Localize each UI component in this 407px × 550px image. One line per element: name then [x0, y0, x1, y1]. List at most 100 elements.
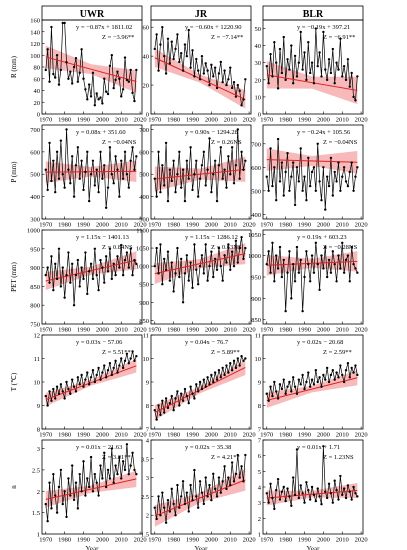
data-point [120, 159, 123, 163]
data-point [278, 498, 282, 501]
data-point [84, 494, 87, 497]
x-tick-label: 2020 [243, 537, 256, 544]
data-point [269, 385, 272, 388]
data-point [312, 82, 316, 85]
data-point [242, 257, 245, 261]
data-point [48, 281, 51, 284]
data-point [242, 359, 245, 363]
y-tick-label: 60 [143, 25, 150, 32]
data-point [95, 168, 98, 171]
data-point [316, 262, 319, 266]
data-point [108, 477, 112, 480]
data-point [305, 78, 308, 82]
x-tick-label: 1970 [39, 327, 52, 334]
data-point [316, 142, 319, 145]
y-tick-label: 10 [255, 356, 262, 363]
data-point [291, 376, 295, 379]
trend-line [45, 259, 137, 282]
x-tick-label: 2020 [243, 222, 256, 229]
data-point [52, 72, 55, 76]
y-tick-label: 8 [146, 403, 149, 410]
panel-blr-row-4: 1 2 3 4 5 6 7 1970 1980 1990 2000 2010 2020 y = 0.01x… [258, 438, 368, 550]
y-tick-label: 20 [143, 83, 150, 90]
data-point [103, 364, 106, 367]
data-point [337, 161, 340, 164]
data-point [159, 243, 162, 246]
data-point [133, 359, 136, 363]
data-point [46, 404, 49, 407]
data-point [61, 390, 64, 393]
data-point [204, 385, 207, 388]
data-point [48, 80, 51, 83]
data-point [198, 264, 202, 268]
data-point [106, 186, 110, 189]
y-tick-label: 2 [146, 513, 149, 520]
data-point [174, 397, 177, 400]
data-point [181, 69, 185, 72]
x-tick-label: 1970 [148, 117, 161, 124]
data-point [69, 181, 72, 185]
data-point [121, 273, 125, 277]
data-point [275, 488, 278, 492]
data-point [163, 506, 166, 509]
z-stat-label: Z = 0.84NS [102, 244, 133, 251]
panel-uwr-row-3: 8 9 10 11 12 1970 1980 1990 2000 2010 2020 y = 0.03… [10, 333, 147, 439]
y-tick-label: 1000 [136, 264, 149, 271]
y-tick-label: 900 [30, 265, 40, 272]
data-point [176, 390, 179, 393]
x-tick-label: 2000 [96, 537, 109, 544]
data-point [179, 392, 183, 395]
data-point [230, 146, 234, 149]
x-tick-label: 2010 [115, 432, 128, 439]
data-point [290, 297, 293, 300]
data-point [70, 155, 74, 158]
data-point [215, 199, 219, 203]
y-tick-label: 1100 [136, 228, 149, 235]
data-point [320, 75, 323, 78]
data-point [84, 170, 87, 174]
data-point [341, 241, 344, 245]
data-point [238, 177, 241, 180]
data-point [227, 155, 230, 158]
y-tick-label: 100 [30, 53, 40, 60]
data-point [54, 262, 57, 266]
data-point [118, 364, 121, 367]
data-point [331, 250, 335, 253]
data-point [299, 30, 302, 34]
data-point [316, 487, 319, 490]
data-point [106, 270, 110, 273]
data-point [267, 189, 270, 192]
plot-frame [150, 229, 252, 325]
x-axis-label: Year [307, 545, 321, 550]
z-stat-label: Z = 0.26NS [211, 139, 242, 146]
data-point [286, 152, 289, 155]
data-point [346, 484, 350, 487]
data-point [99, 464, 102, 467]
data-point [288, 68, 291, 71]
y-tick-label: 50 [255, 26, 262, 33]
data-point [238, 476, 241, 479]
data-point [127, 186, 130, 189]
data-point [106, 92, 110, 96]
data-point [238, 89, 241, 93]
data-point [204, 243, 207, 246]
data-point [104, 206, 108, 210]
data-point [127, 266, 130, 269]
panel-uwr-row-0: 0 20 40 60 80 100 120 140 160 1970 1980 1990 2000 201… [10, 18, 147, 124]
data-point [217, 369, 221, 372]
y-tick-label: 60 [34, 76, 41, 83]
data-point [161, 164, 164, 167]
data-point [282, 194, 285, 197]
data-point [210, 190, 213, 194]
data-point [121, 366, 125, 370]
trend-line [266, 489, 358, 499]
data-point [196, 195, 200, 198]
data-point [350, 366, 353, 370]
data-point [221, 80, 224, 84]
data-point [225, 83, 228, 87]
data-point [335, 488, 338, 492]
data-point [170, 40, 173, 43]
data-point [215, 86, 219, 90]
data-point [129, 464, 132, 467]
data-point [213, 257, 217, 261]
